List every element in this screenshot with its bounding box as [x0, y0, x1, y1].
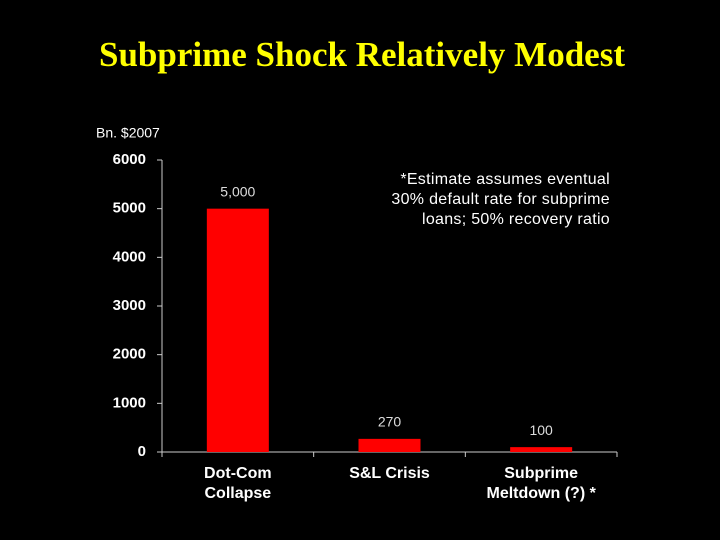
y-tick-label: 2000: [113, 346, 146, 363]
x-tick-label: Subprime Meltdown (?) *: [486, 465, 596, 502]
y-tick-label: 0: [138, 443, 146, 460]
value-label: 100: [529, 422, 553, 438]
chart-title: Subprime Shock Relatively Modest: [99, 35, 625, 74]
bar: [358, 438, 421, 452]
y-tick-label: 5000: [113, 200, 146, 217]
annotation: *Estimate assumes eventual 30% default r…: [391, 171, 610, 228]
value-label: 5,000: [220, 183, 255, 199]
y-tick-label: 1000: [113, 394, 146, 411]
bar: [206, 208, 269, 452]
x-tick-label: S&L Crisis: [349, 465, 430, 482]
y-axis-label: Bn. $2007: [96, 125, 160, 141]
y-tick-label: 3000: [113, 297, 146, 314]
y-tick-label: 4000: [113, 248, 146, 265]
bar: [510, 447, 573, 452]
x-tick-label: Dot-Com Collapse: [204, 465, 272, 502]
value-label: 270: [378, 414, 402, 430]
y-tick-label: 6000: [113, 151, 146, 168]
